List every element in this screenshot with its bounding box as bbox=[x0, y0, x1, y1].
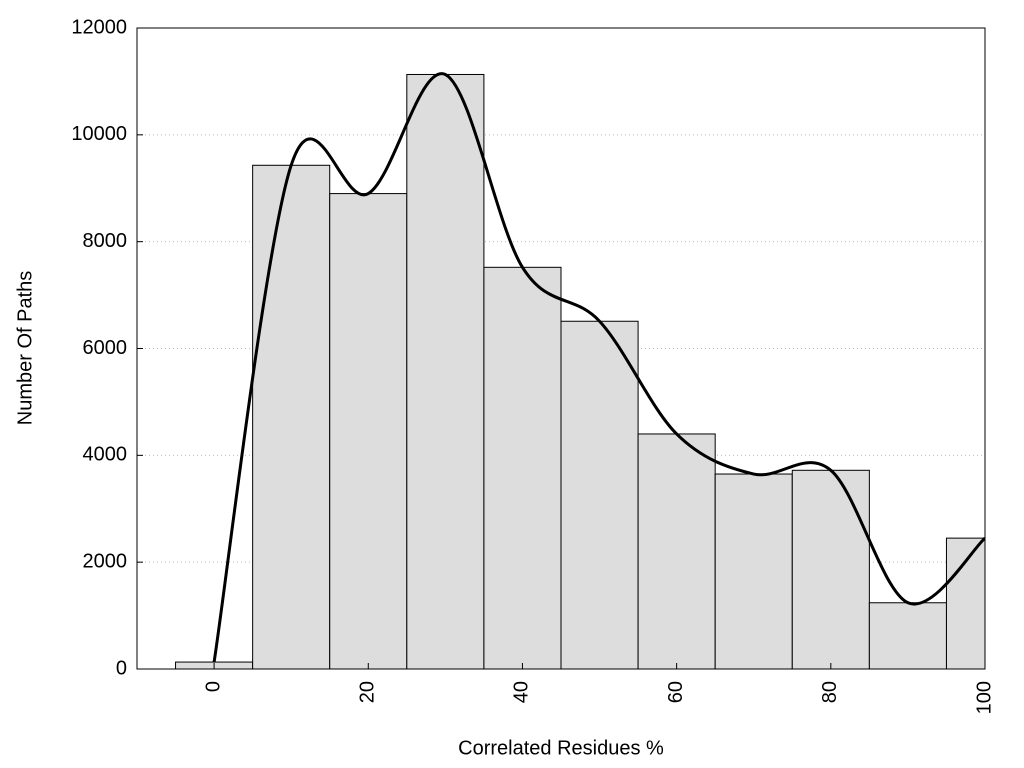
x-axis-label: Correlated Residues % bbox=[458, 737, 664, 759]
y-axis-label: Number Of Paths bbox=[14, 271, 36, 426]
y-tick-label: 0 bbox=[116, 657, 127, 679]
y-tick-label: 8000 bbox=[83, 230, 128, 252]
y-tick-label: 6000 bbox=[83, 337, 128, 359]
x-tick-label: 60 bbox=[665, 681, 687, 703]
y-tick-label: 2000 bbox=[83, 550, 128, 572]
bar bbox=[329, 193, 408, 669]
bar bbox=[868, 602, 947, 669]
bars bbox=[175, 73, 985, 669]
x-tick-label: 0 bbox=[202, 681, 224, 692]
y-tick-label: 4000 bbox=[83, 444, 128, 466]
x-tick-label: 20 bbox=[357, 681, 379, 703]
x-tick-label: 80 bbox=[819, 681, 841, 703]
bar bbox=[791, 469, 870, 669]
x-tick-label: 40 bbox=[511, 681, 533, 703]
bar bbox=[483, 266, 562, 669]
bar bbox=[714, 473, 793, 669]
bar bbox=[406, 73, 485, 669]
y-tick-label: 12000 bbox=[71, 16, 127, 38]
density-curve bbox=[212, 72, 985, 663]
curve-group bbox=[212, 72, 985, 663]
bar bbox=[637, 433, 716, 669]
x-tick-label: 100 bbox=[973, 681, 995, 714]
bar bbox=[252, 164, 331, 669]
axes: 0 2000 4000 6000 8000 10000 12000 0 20 40 60 80 100 bbox=[71, 16, 995, 714]
y-tick-label: 10000 bbox=[71, 123, 127, 145]
bar bbox=[560, 320, 639, 669]
